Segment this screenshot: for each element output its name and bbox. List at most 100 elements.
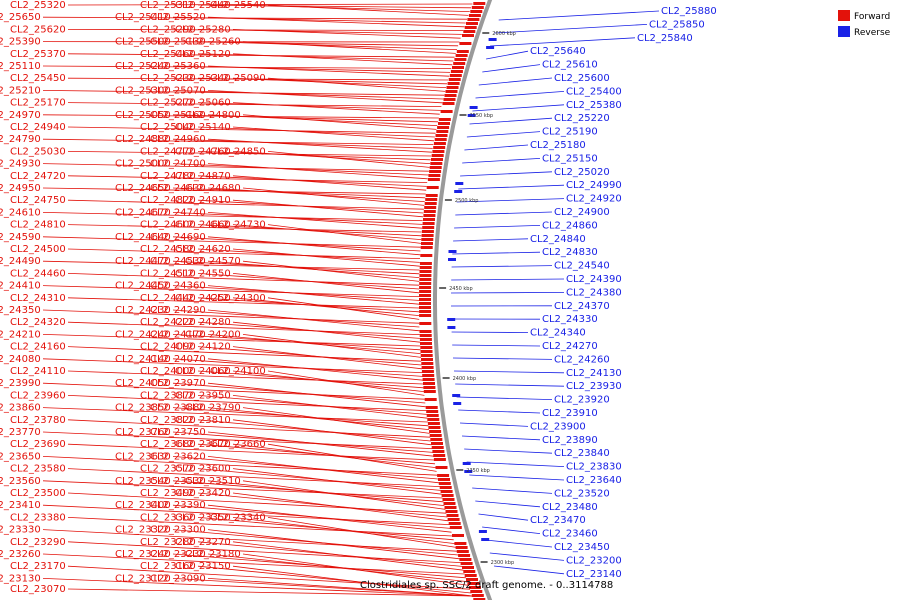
reverse-leader-line <box>469 117 553 125</box>
forward-feature <box>454 58 467 61</box>
forward-gene-label: CL2_23360 <box>140 512 196 523</box>
forward-gene-label: CL2_24720 <box>10 171 66 182</box>
reverse-feature <box>462 462 471 465</box>
forward-feature <box>419 270 432 273</box>
forward-feature <box>452 534 464 537</box>
forward-feature <box>459 558 472 561</box>
forward-gene-label: CL2_23230 <box>150 549 206 560</box>
forward-leader-line <box>42 309 420 324</box>
forward-gene-label: CL2_24740 <box>150 207 206 218</box>
legend-reverse-label: Reverse <box>854 28 891 38</box>
forward-feature <box>431 158 443 161</box>
forward-feature <box>444 94 457 97</box>
forward-feature <box>448 522 461 525</box>
reverse-gene-label: CL2_25020 <box>554 167 610 178</box>
forward-feature <box>421 362 434 365</box>
forward-feature <box>428 174 441 177</box>
reverse-leader-line <box>475 500 541 508</box>
reverse-leader-line <box>451 278 565 281</box>
forward-feature <box>431 154 444 157</box>
forward-feature <box>437 474 450 477</box>
forward-gene-label: CL2_25030 <box>10 146 66 157</box>
forward-leader-line <box>172 163 429 176</box>
forward-leader-line <box>232 468 442 495</box>
reverse-feature <box>455 182 464 185</box>
reverse-leader-line <box>462 158 541 164</box>
reverse-leader-line <box>490 37 636 47</box>
forward-leader-line <box>207 407 430 430</box>
forward-leader-line <box>67 224 422 233</box>
forward-feature <box>445 510 458 513</box>
forward-leader-line <box>67 395 427 411</box>
forward-feature <box>470 590 483 593</box>
forward-gene-label: CL2_23860 <box>0 403 41 414</box>
forward-leader-line <box>67 321 420 335</box>
forward-gene-label: CL2_24360 <box>150 281 206 292</box>
reverse-leader-line <box>455 383 565 387</box>
forward-leader-line <box>42 187 426 195</box>
forward-leader-line <box>197 29 462 35</box>
forward-feature <box>470 10 483 13</box>
forward-gene-label: CL2_24070 <box>150 354 206 365</box>
forward-gene-label: CL2_23600 <box>175 464 231 475</box>
forward-feature <box>449 74 462 77</box>
forward-gene-label: CL2_24290 <box>150 305 206 316</box>
forward-leader-line <box>197 53 454 62</box>
legend: Forward Reverse <box>838 10 891 38</box>
forward-gene-label: CL2_23680 <box>140 439 196 450</box>
forward-gene-label: CL2_24240 <box>115 329 171 340</box>
forward-gene-label: CL2_24580 <box>140 244 196 255</box>
forward-gene-label: CL2_23620 <box>150 451 206 462</box>
forward-leader-line <box>42 358 423 373</box>
forward-feature <box>429 430 442 433</box>
forward-leader-line <box>207 138 433 153</box>
forward-gene-label: CL2_23260 <box>0 549 41 560</box>
forward-gene-label: CL2_24630 <box>150 183 206 194</box>
forward-gene-label: CL2_23820 <box>140 415 196 426</box>
forward-leader-line <box>42 553 465 575</box>
reverse-gene-label: CL2_23890 <box>542 435 598 446</box>
forward-gene-label: CL2_24650 <box>115 183 171 194</box>
forward-leader-line <box>67 3 473 6</box>
reverse-gene-label: CL2_23470 <box>530 515 586 526</box>
reverse-gene-label: CL2_25190 <box>542 127 598 138</box>
forward-leader-line <box>42 260 420 271</box>
forward-feature <box>419 330 432 333</box>
forward-gene-label: CL2_23420 <box>175 488 231 499</box>
reverse-leader-line <box>459 422 529 427</box>
forward-gene-label: CL2_23270 <box>175 537 231 548</box>
reverse-leader-line <box>478 513 529 521</box>
forward-leader-line <box>232 321 421 343</box>
forward-feature <box>432 150 445 153</box>
forward-leader-line <box>207 358 423 381</box>
forward-leader-line <box>42 163 429 172</box>
forward-gene-label: CL2_23150 <box>175 561 231 572</box>
forward-gene-label: CL2_24090 <box>140 342 196 353</box>
forward-feature <box>421 238 434 241</box>
forward-feature <box>419 322 432 325</box>
reverse-leader-line <box>453 238 529 242</box>
forward-gene-label: CL2_23160 <box>140 561 196 572</box>
forward-gene-label: CL2_25130 <box>150 37 206 48</box>
forward-feature <box>420 342 432 345</box>
reverse-gene-label: CL2_23640 <box>566 475 622 486</box>
forward-leader-line <box>67 492 447 514</box>
forward-gene-label: CL2_25160 <box>150 110 206 121</box>
forward-feature <box>422 222 435 225</box>
forward-feature <box>460 562 473 565</box>
reverse-leader-line <box>494 24 648 34</box>
forward-feature <box>421 234 434 237</box>
forward-feature <box>455 54 468 57</box>
reverse-gene-label: CL2_24860 <box>542 220 598 231</box>
forward-feature <box>428 426 441 429</box>
reverse-gene-label: CL2_23920 <box>554 395 610 406</box>
forward-leader-line <box>67 248 421 259</box>
forward-gene-label: CL2_24730 <box>210 220 266 231</box>
forward-feature <box>448 78 461 81</box>
forward-feature <box>463 30 476 33</box>
forward-feature <box>435 466 448 469</box>
kbp-tick-label: 2400 kbp <box>453 376 477 382</box>
kbp-ticks: 2600 kbp 2550 kbp 2500 kbp 2450 kbp 2400 kbp… <box>439 31 516 566</box>
forward-leader-line <box>207 236 421 256</box>
forward-leader-line <box>67 273 420 286</box>
